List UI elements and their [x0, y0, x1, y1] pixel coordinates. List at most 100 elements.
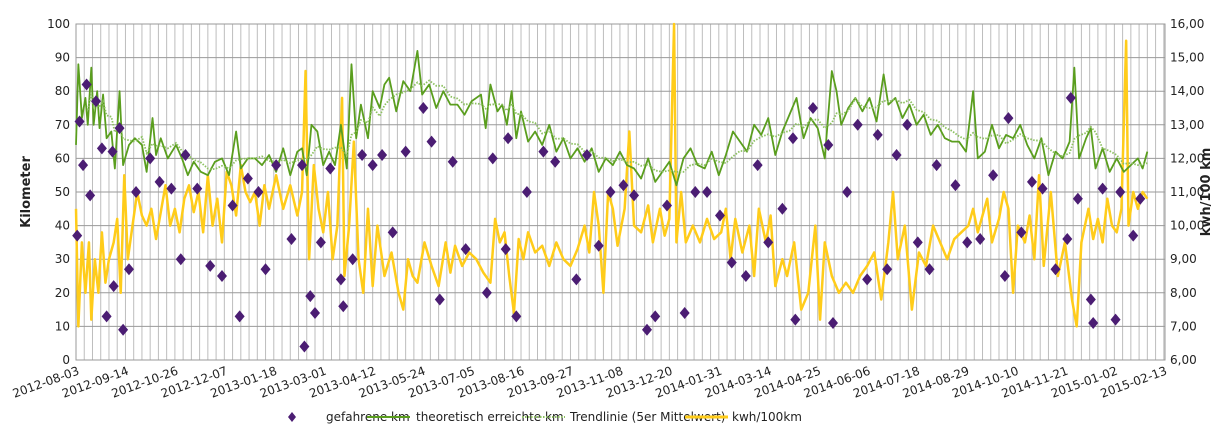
km-point	[227, 199, 238, 212]
y2-tick-label: 9,00	[1170, 252, 1197, 266]
km-point	[823, 138, 834, 151]
y-tick-label: 90	[55, 51, 70, 65]
km-point	[180, 149, 191, 162]
km-point	[902, 118, 913, 131]
km-point	[679, 306, 690, 319]
y2-tick-label: 6,00	[1170, 353, 1197, 367]
km-point	[777, 202, 788, 215]
km-point	[118, 323, 129, 336]
km-point	[872, 128, 883, 141]
km-point	[1072, 192, 1083, 205]
y2-tick-label: 11,00	[1170, 185, 1204, 199]
km-point	[787, 132, 798, 145]
km-point	[726, 256, 737, 269]
km-point	[114, 122, 125, 135]
km-point	[1003, 112, 1014, 125]
km-point	[347, 253, 358, 266]
km-point	[377, 149, 388, 162]
km-point	[107, 145, 118, 158]
km-point	[286, 233, 297, 246]
series-layer	[72, 22, 1149, 353]
km-point	[205, 259, 216, 272]
km-point	[1110, 313, 1121, 326]
y2-tick-label: 8,00	[1170, 286, 1197, 300]
km-point	[335, 273, 346, 286]
y-tick-label: 70	[55, 118, 70, 132]
km-point	[418, 102, 429, 114]
km-point	[511, 310, 522, 323]
km-point	[828, 317, 839, 330]
y-tick-label: 40	[55, 219, 70, 233]
legend-label-theo: theoretisch erreichte km	[416, 410, 564, 424]
km-point	[367, 159, 378, 172]
km-point	[790, 313, 801, 326]
km-point	[571, 273, 582, 286]
km-point	[305, 290, 316, 303]
y2-tick-label: 13,00	[1170, 118, 1204, 132]
km-point	[74, 115, 85, 128]
km-point	[315, 236, 326, 249]
km-point	[297, 159, 308, 172]
y-tick-label: 100	[47, 17, 70, 31]
km-point	[216, 270, 227, 282]
legend-label-kwh: kwh/100km	[732, 410, 802, 424]
km-point	[538, 145, 549, 158]
y-tick-label: 80	[55, 84, 70, 98]
km-point	[426, 135, 437, 148]
km-point	[253, 186, 264, 198]
km-point	[81, 78, 92, 91]
x-axis: 2012-08-032012-09-142012-10-262012-12-07…	[11, 364, 1169, 401]
km-point	[154, 175, 165, 188]
km-point	[271, 159, 282, 172]
km-point	[550, 155, 561, 168]
km-point	[1115, 186, 1126, 198]
km-point	[260, 263, 271, 276]
km-point	[299, 340, 310, 353]
km-point	[192, 182, 203, 195]
km-point	[752, 159, 763, 172]
km-point	[702, 186, 713, 198]
y2-tick-label: 12,00	[1170, 151, 1204, 165]
km-point	[1026, 175, 1037, 188]
km-point	[662, 199, 673, 212]
y2-tick-label: 16,00	[1170, 17, 1204, 31]
km-point	[78, 159, 89, 172]
kwh-per-100km-line	[74, 22, 1149, 328]
km-point	[1097, 182, 1108, 195]
km-point	[581, 149, 592, 162]
km-point	[714, 209, 725, 222]
y2-tick-label: 14,00	[1170, 84, 1204, 98]
y-tick-label: 30	[55, 252, 70, 266]
km-point	[912, 236, 923, 249]
km-point	[618, 179, 629, 192]
km-point	[387, 226, 398, 239]
km-point	[521, 186, 532, 198]
km-point	[763, 236, 774, 249]
km-point	[131, 186, 142, 198]
km-point	[962, 236, 973, 249]
km-point	[338, 300, 349, 313]
km-point	[931, 159, 942, 172]
km-point	[690, 186, 701, 198]
y-tick-label: 10	[55, 319, 70, 333]
km-point	[481, 286, 492, 299]
km-point	[975, 233, 986, 246]
km-point	[629, 189, 640, 202]
legend-label-trend: Trendlinie (5er Mittelwert)	[569, 410, 725, 424]
km-point	[1135, 192, 1146, 205]
km-point	[447, 155, 458, 168]
y-tick-label: 60	[55, 151, 70, 165]
km-point	[641, 323, 652, 336]
y2-tick-label: 7,00	[1170, 319, 1197, 333]
y2-tick-label: 15,00	[1170, 51, 1204, 65]
y-tick-label: 0	[62, 353, 70, 367]
km-point	[166, 182, 177, 195]
km-point	[882, 263, 893, 276]
km-point	[357, 149, 368, 162]
km-point	[593, 239, 604, 252]
km-point	[852, 118, 863, 131]
km-point	[999, 270, 1010, 282]
km-point	[1050, 263, 1061, 276]
y-tick-label: 50	[55, 185, 70, 199]
